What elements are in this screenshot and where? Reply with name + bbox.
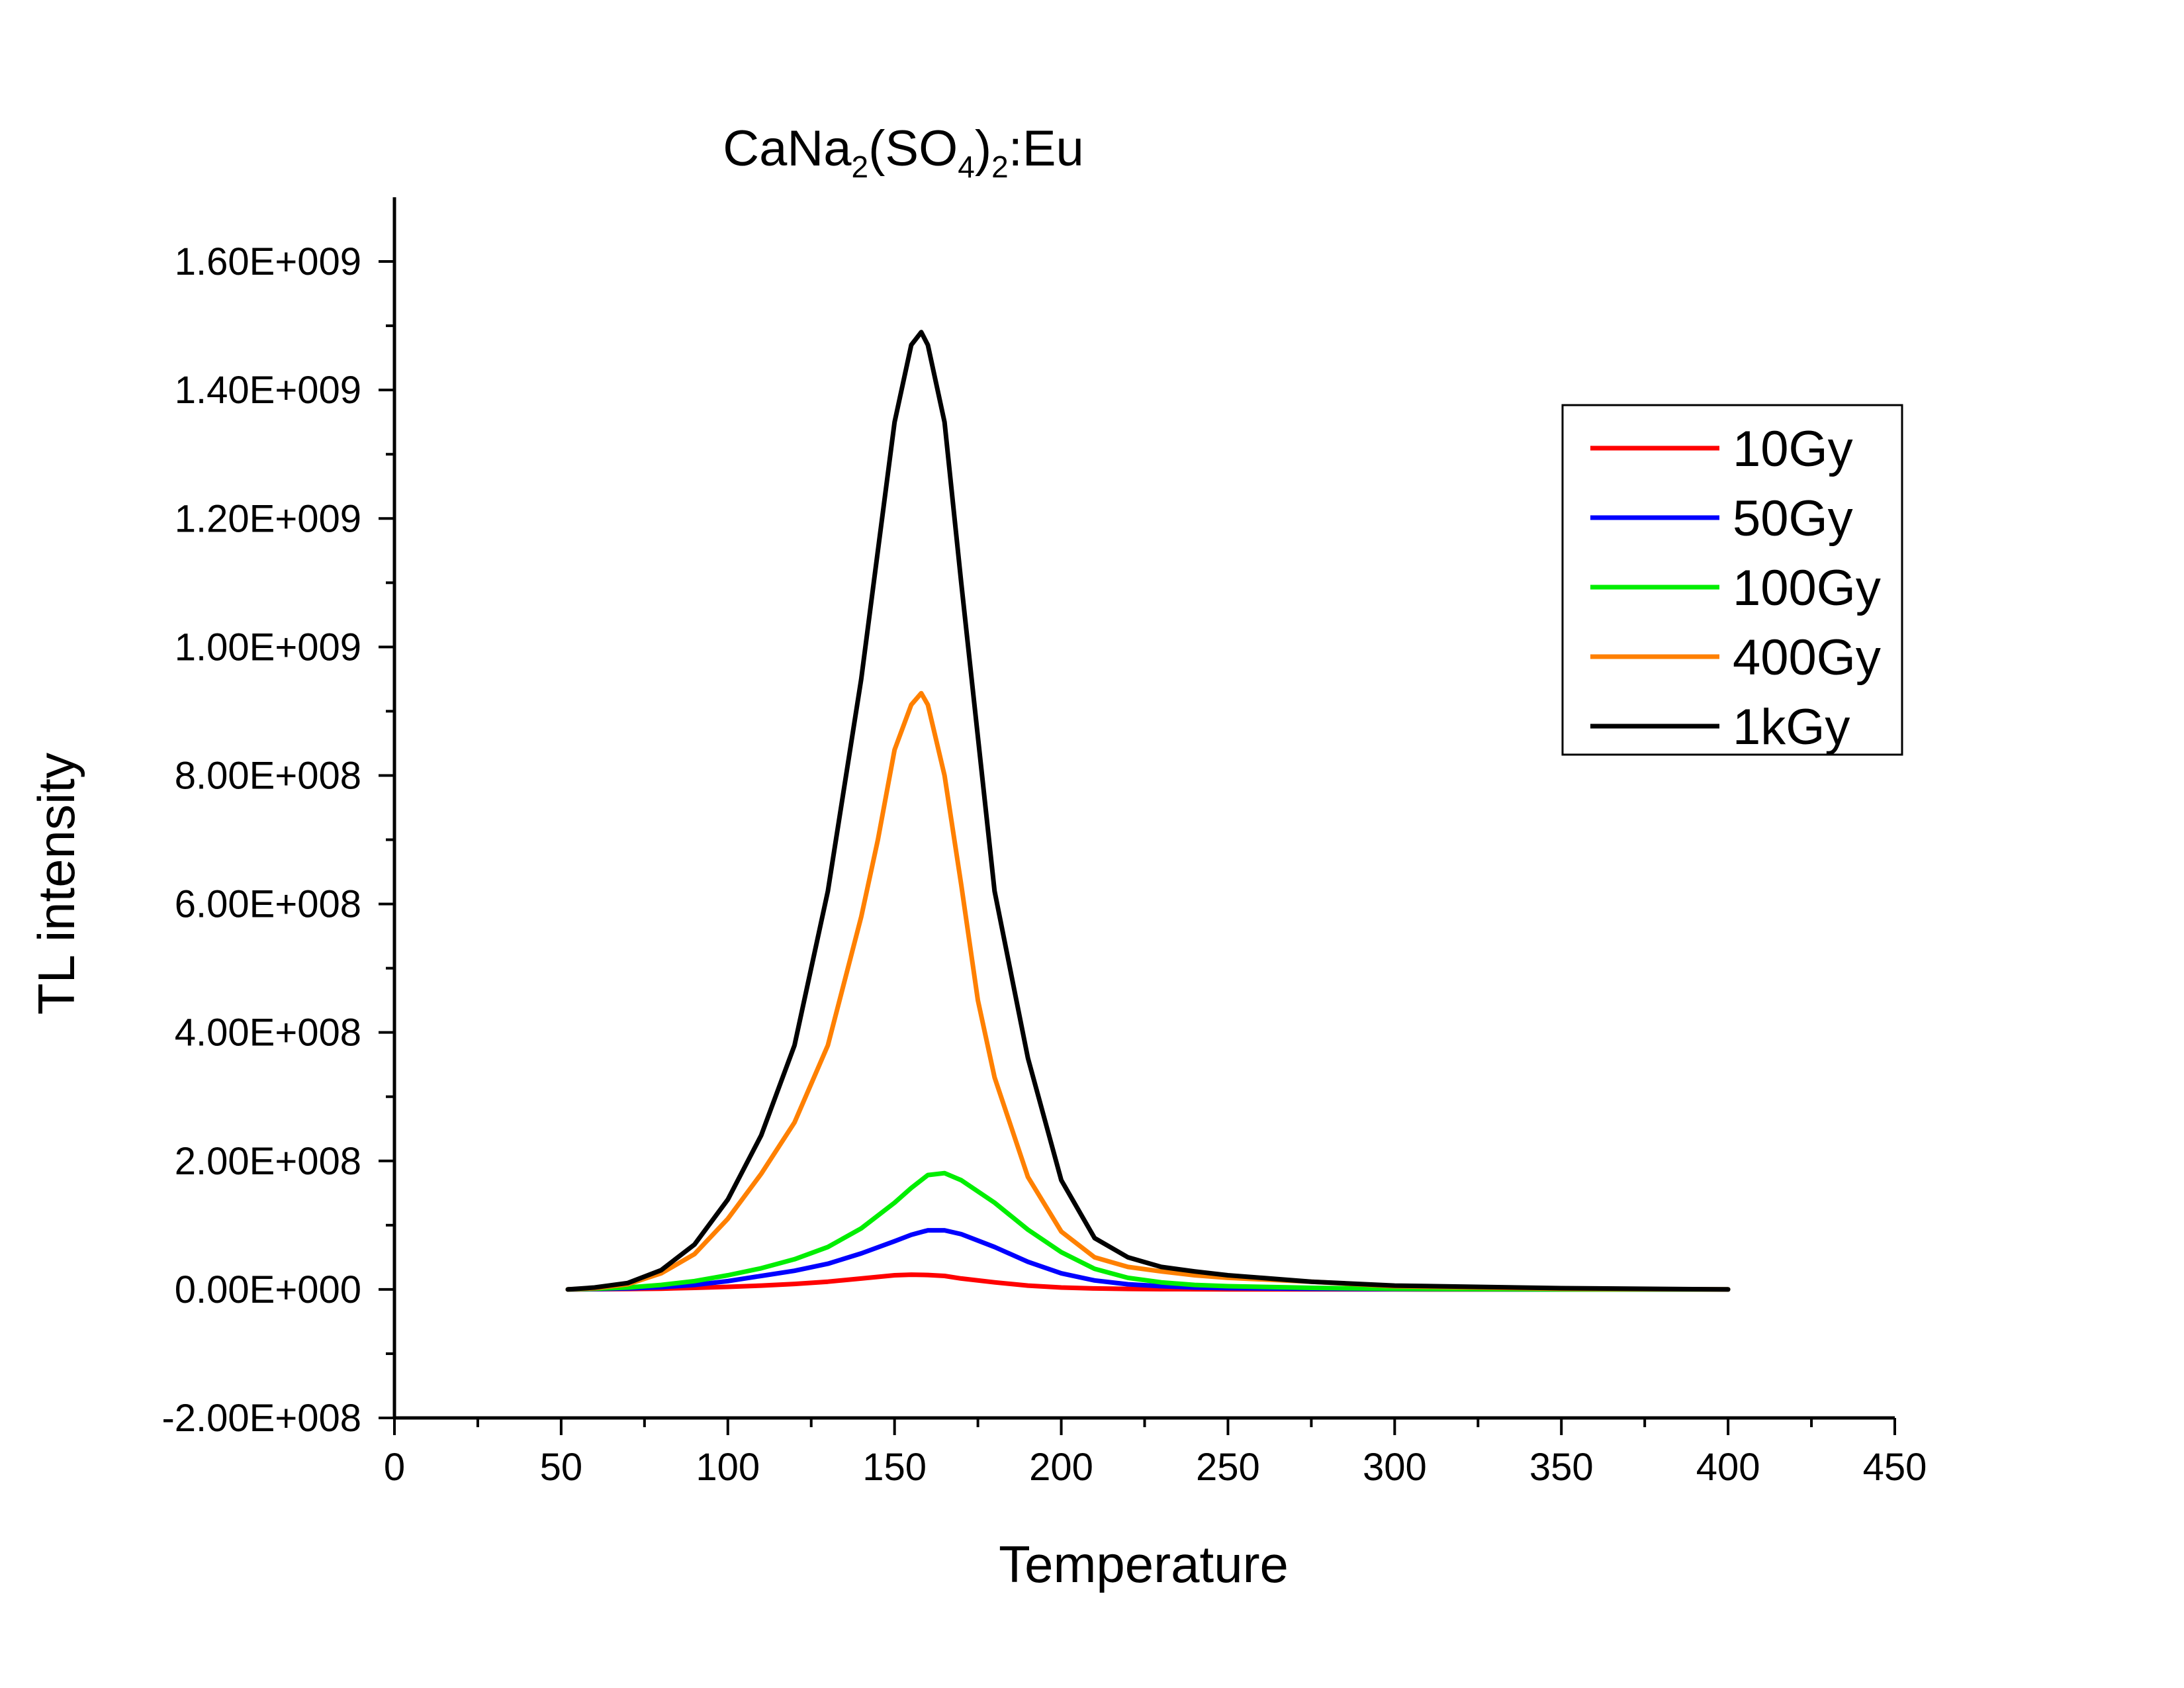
y-tick-label: 1.00E+009 [175, 626, 361, 669]
legend: 10Gy 50Gy 100Gy 400Gy 1kGy [1561, 404, 1903, 756]
y-axis-ticks: -2.00E+008 0.00E+000 2.00E+008 4.00E+008 6.0… [161, 240, 394, 1440]
y-tick-label: 4.00E+008 [175, 1011, 361, 1055]
series-line-1kgy [565, 330, 1731, 1292]
x-tick-label: 50 [540, 1446, 583, 1489]
title-subscript: 2 [852, 150, 869, 184]
y-tick-label: 1.40E+009 [175, 369, 361, 412]
y-tick-label: 1.60E+009 [175, 240, 361, 283]
x-axis-title: Temperature [999, 1535, 1289, 1593]
title-part: CaNa [723, 120, 852, 177]
legend-label-100gy: 100Gy [1733, 560, 1881, 616]
y-tick-label: 6.00E+008 [175, 883, 361, 926]
x-tick-label: 350 [1529, 1446, 1594, 1489]
x-tick-label: 450 [1863, 1446, 1927, 1489]
x-tick-label: 0 [384, 1446, 405, 1489]
title-part: ) [975, 120, 991, 177]
y-tick-label: 1.20E+009 [175, 497, 361, 540]
title-subscript: 2 [991, 150, 1009, 184]
series-line-10gy [565, 1272, 1731, 1292]
y-tick-label: 2.00E+008 [175, 1140, 361, 1183]
x-tick-label: 100 [696, 1446, 760, 1489]
x-tick-label: 200 [1029, 1446, 1093, 1489]
y-tick-label: -2.00E+008 [161, 1397, 361, 1440]
y-tick-label: 0.00E+000 [175, 1268, 361, 1311]
plot-area [565, 330, 1731, 1292]
series-line-400gy [565, 690, 1731, 1292]
x-tick-label: 300 [1363, 1446, 1427, 1489]
title-subscript: 4 [958, 150, 975, 184]
legend-label-1kgy: 1kGy [1733, 699, 1850, 755]
y-tick-label: 8.00E+008 [175, 754, 361, 797]
x-axis-ticks: 0 50 100 150 200 250 300 350 400 450 [384, 1418, 1927, 1489]
legend-label-400gy: 400Gy [1733, 630, 1881, 686]
title-part: (SO [868, 120, 958, 177]
chart-title: CaNa2(SO4)2:Eu [723, 120, 1084, 184]
y-axis-title: TL intensity [27, 753, 85, 1015]
series-line-100gy [565, 1170, 1731, 1292]
title-part: :Eu [1009, 120, 1084, 177]
legend-label-10gy: 10Gy [1733, 421, 1853, 477]
x-tick-label: 150 [862, 1446, 927, 1489]
x-tick-label: 400 [1696, 1446, 1760, 1489]
legend-box [1561, 404, 1903, 756]
legend-label-50gy: 50Gy [1733, 491, 1853, 547]
x-tick-label: 250 [1196, 1446, 1260, 1489]
